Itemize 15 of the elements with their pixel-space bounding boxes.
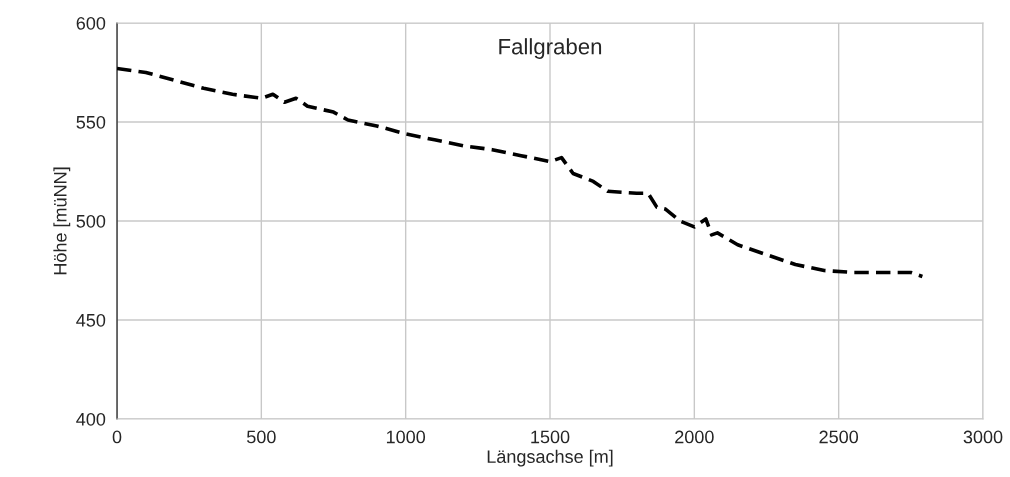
x-tick-label: 2500 [819, 430, 859, 444]
y-tick-label: 400 [76, 412, 106, 426]
y-tick-label: 550 [76, 115, 106, 129]
y-axis-title: Höhe [müNN] [53, 167, 71, 275]
x-tick-label: 3000 [963, 430, 1003, 444]
x-tick-label: 1000 [386, 430, 426, 444]
x-tick-label: 500 [246, 430, 276, 444]
x-tick-label: 2000 [675, 430, 714, 444]
y-tick-label: 450 [76, 313, 106, 327]
y-tick-label: 500 [76, 214, 106, 228]
x-tick-label: 1500 [531, 430, 570, 444]
text: Fallgraben [499, 38, 602, 59]
x-tick-label: 0 [112, 430, 122, 444]
y-tick-label: 600 [76, 16, 106, 30]
x-axis-title: Längsachse [m] [487, 449, 613, 467]
